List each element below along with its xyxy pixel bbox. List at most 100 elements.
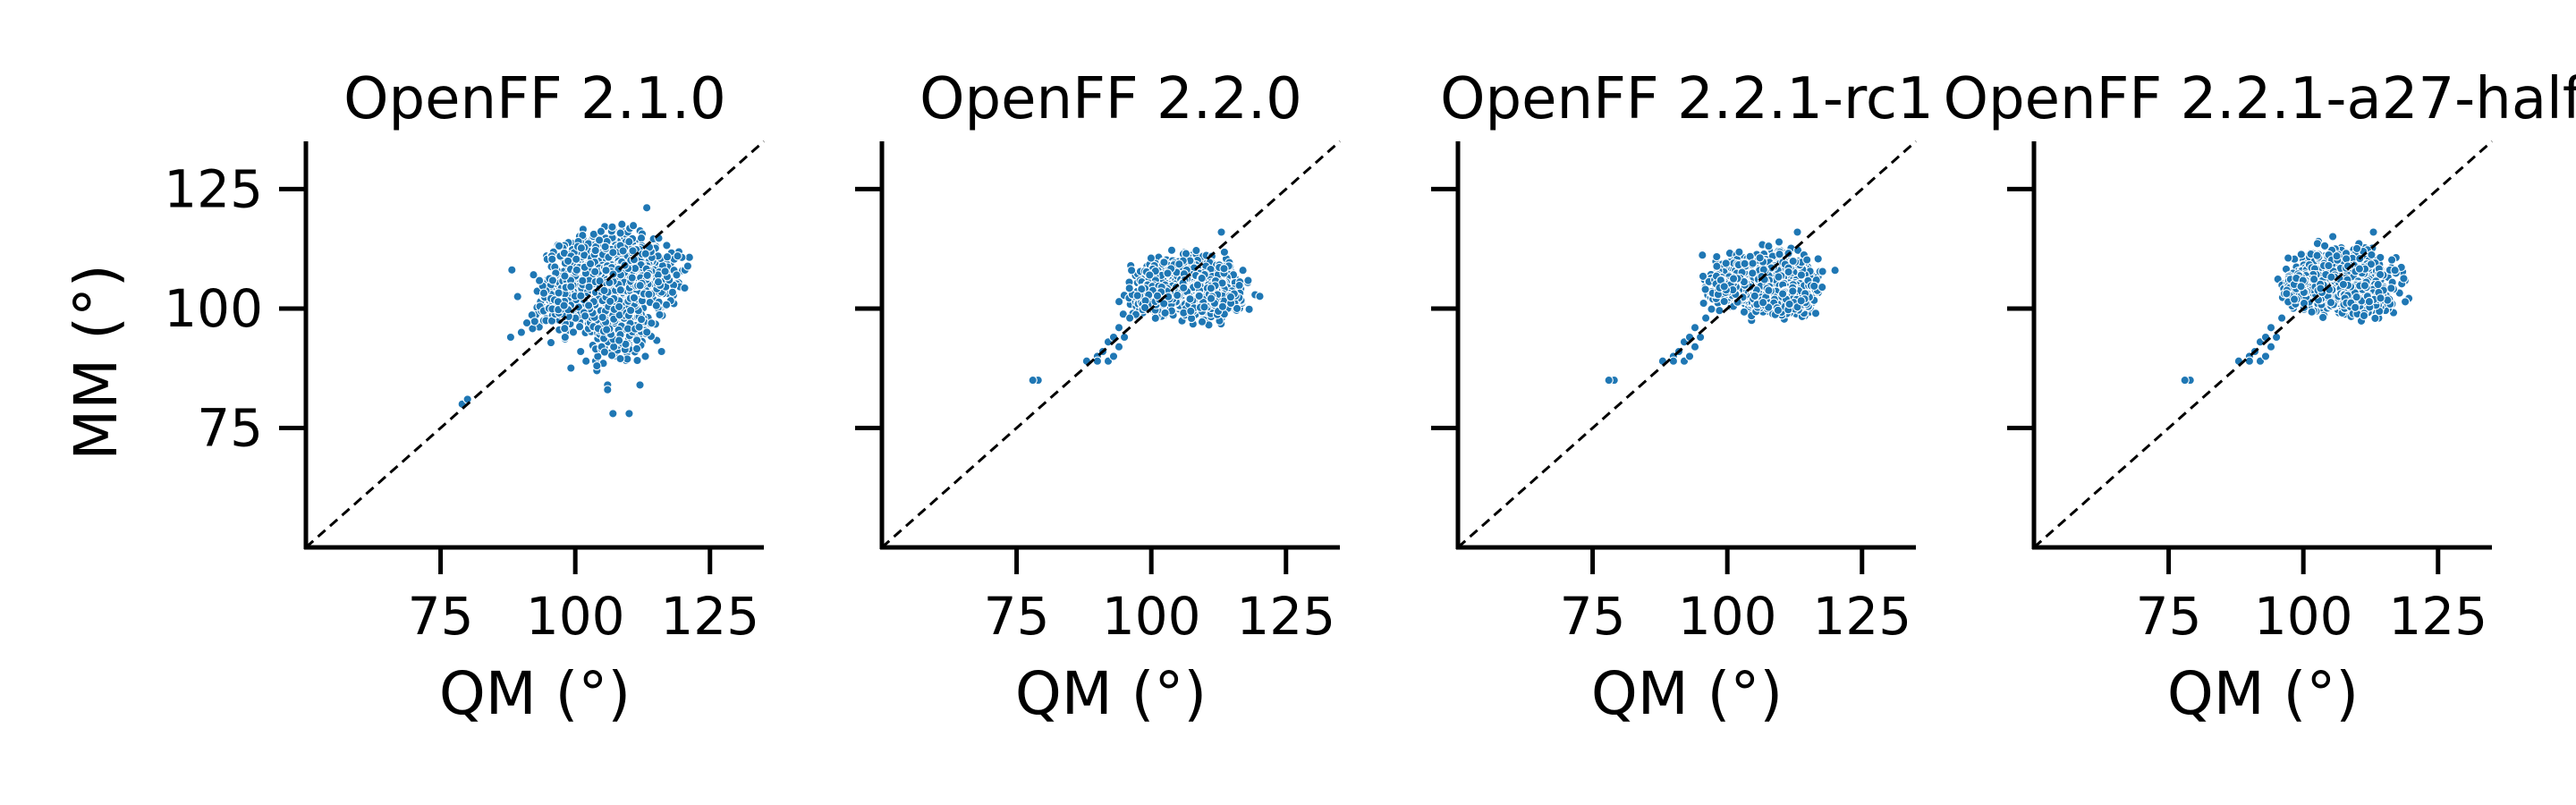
data-point bbox=[559, 301, 569, 310]
data-point bbox=[644, 289, 654, 300]
data-point bbox=[1217, 301, 1228, 311]
x-tick-label: 100 bbox=[526, 586, 625, 647]
data-point bbox=[606, 296, 615, 307]
data-point bbox=[614, 301, 624, 312]
data-point bbox=[641, 203, 652, 213]
y-axis-label: MM (°) bbox=[62, 264, 131, 460]
data-point bbox=[635, 281, 645, 291]
data-point bbox=[596, 226, 606, 236]
chart-title: OpenFF 2.1.0 bbox=[343, 66, 726, 132]
data-point bbox=[627, 273, 637, 283]
data-point bbox=[1219, 264, 1229, 274]
data-point bbox=[572, 265, 581, 275]
data-point bbox=[592, 360, 602, 371]
data-point bbox=[661, 300, 672, 309]
data-point bbox=[1206, 284, 1216, 293]
data-point bbox=[1146, 253, 1157, 263]
x-axis-label: QM (°) bbox=[439, 659, 631, 728]
data-point bbox=[614, 335, 624, 345]
data-points bbox=[1028, 227, 1265, 386]
x-tick-label: 100 bbox=[1102, 586, 1201, 647]
data-point bbox=[662, 252, 673, 262]
x-tick-label: 125 bbox=[660, 586, 759, 647]
x-axis-label: QM (°) bbox=[1015, 659, 1207, 728]
data-point bbox=[1238, 266, 1248, 275]
chart-title: OpenFF 2.2.1-rc1 bbox=[1440, 66, 1934, 132]
data-point bbox=[640, 249, 650, 258]
data-point bbox=[1219, 247, 1230, 258]
data-point bbox=[631, 343, 642, 354]
data-point bbox=[642, 327, 652, 337]
data-point bbox=[673, 251, 682, 261]
data-point bbox=[554, 288, 564, 298]
reference-line bbox=[881, 140, 1341, 549]
data-point bbox=[632, 355, 642, 366]
data-point bbox=[554, 241, 564, 251]
y-tick-label: 100 bbox=[164, 278, 263, 339]
data-point bbox=[521, 318, 532, 328]
data-point bbox=[624, 237, 634, 247]
data-point bbox=[618, 246, 628, 256]
data-point bbox=[601, 266, 611, 275]
reference-line bbox=[305, 140, 765, 549]
data-point bbox=[1092, 356, 1103, 366]
data-point bbox=[1698, 250, 1707, 260]
data-point bbox=[507, 265, 517, 275]
data-point bbox=[1119, 332, 1130, 343]
data-point bbox=[1114, 323, 1124, 333]
data-point bbox=[636, 233, 647, 243]
data-points bbox=[1604, 227, 1840, 386]
data-point bbox=[568, 327, 579, 337]
data-point bbox=[1185, 294, 1195, 304]
data-point bbox=[583, 301, 594, 310]
data-point bbox=[1206, 293, 1216, 303]
data-point bbox=[640, 352, 650, 361]
data-point bbox=[576, 291, 586, 301]
data-point bbox=[1197, 317, 1208, 326]
data-point bbox=[1150, 313, 1160, 323]
data-point bbox=[1108, 352, 1119, 361]
data-point bbox=[1124, 284, 1134, 293]
data-point bbox=[513, 292, 522, 301]
data-point bbox=[560, 324, 570, 334]
data-point bbox=[600, 242, 610, 252]
data-point bbox=[595, 276, 605, 286]
data-point bbox=[1199, 302, 1209, 312]
data-point bbox=[662, 241, 672, 250]
data-point bbox=[642, 270, 652, 281]
data-point bbox=[576, 243, 587, 253]
data-point bbox=[603, 385, 613, 394]
data-point bbox=[1174, 259, 1184, 269]
x-tick-label: 125 bbox=[1236, 586, 1335, 647]
data-point bbox=[1159, 258, 1169, 267]
data-point bbox=[667, 287, 678, 297]
data-point bbox=[1166, 245, 1177, 255]
data-point bbox=[1132, 291, 1142, 301]
data-point bbox=[590, 245, 600, 256]
data-point bbox=[631, 335, 642, 345]
data-point bbox=[560, 332, 570, 343]
data-point bbox=[634, 322, 644, 332]
y-tick-label: 75 bbox=[197, 397, 263, 458]
data-point bbox=[580, 311, 590, 321]
data-point bbox=[655, 309, 665, 320]
data-point bbox=[651, 301, 661, 310]
data-point bbox=[1114, 342, 1124, 352]
data-point bbox=[1194, 291, 1204, 301]
data-point bbox=[608, 409, 618, 419]
data-point bbox=[572, 254, 581, 264]
data-point bbox=[590, 267, 600, 276]
data-point bbox=[584, 282, 594, 292]
data-point bbox=[608, 248, 618, 258]
data-point bbox=[1124, 313, 1135, 323]
chart-title: OpenFF 2.2.0 bbox=[919, 66, 1302, 132]
data-point bbox=[635, 380, 645, 390]
data-point bbox=[1160, 308, 1170, 318]
data-point bbox=[682, 261, 693, 271]
data-point bbox=[1255, 292, 1265, 301]
data-point bbox=[1126, 266, 1137, 275]
data-point bbox=[1774, 237, 1784, 247]
